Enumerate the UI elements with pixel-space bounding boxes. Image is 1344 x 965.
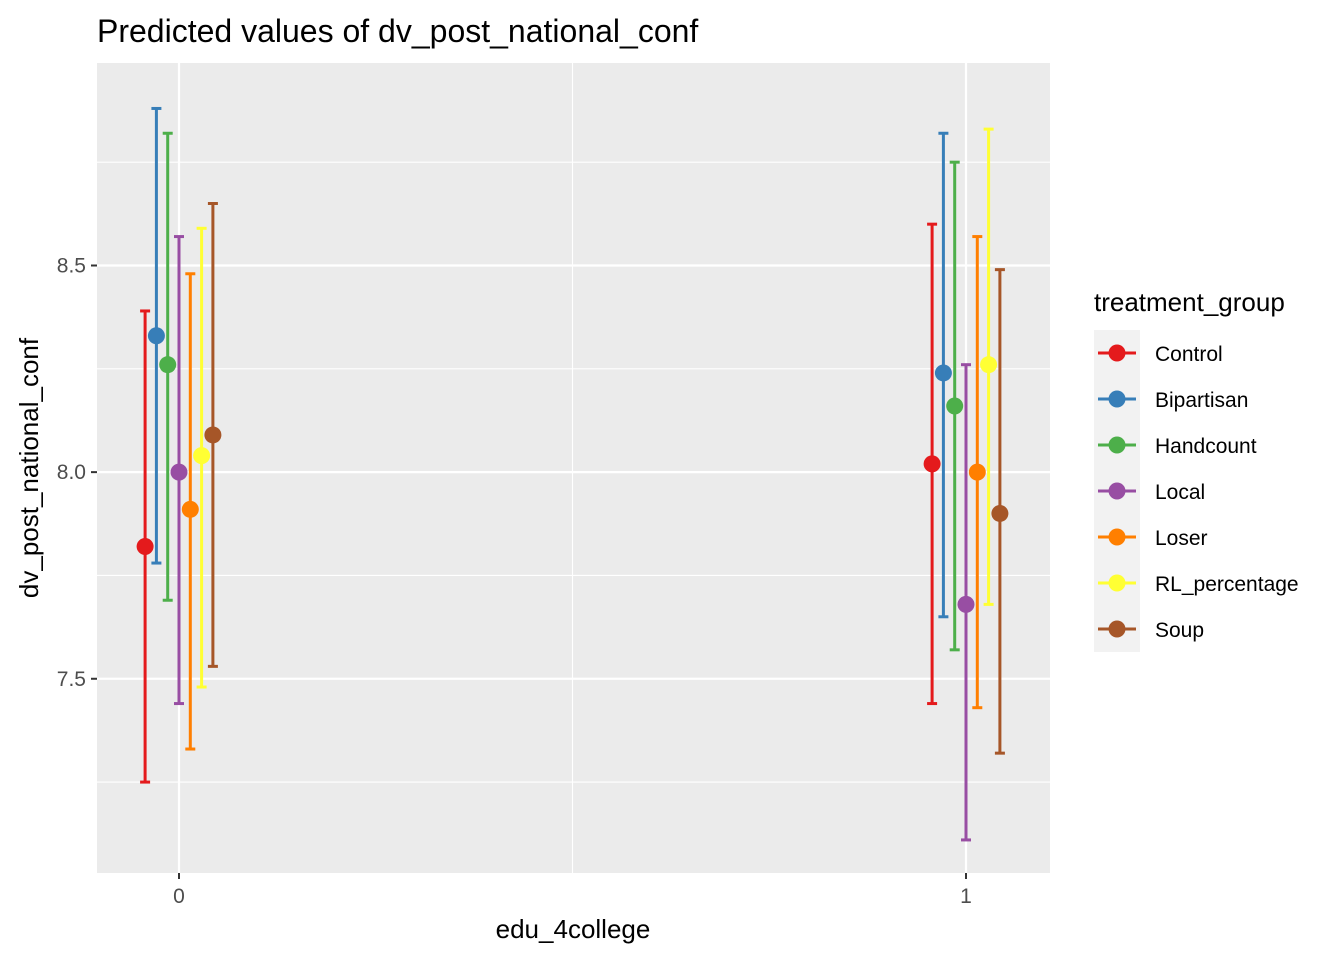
grid-lines bbox=[97, 63, 1050, 873]
data-point bbox=[980, 356, 998, 374]
data-point bbox=[170, 463, 188, 481]
legend-key-point bbox=[1108, 390, 1126, 408]
data-point bbox=[946, 397, 964, 415]
legend-key-point bbox=[1108, 574, 1126, 592]
legend-key-point bbox=[1108, 528, 1126, 546]
y-axis-label: dv_post_national_conf bbox=[14, 337, 44, 598]
legend-item-label: Soup bbox=[1155, 619, 1204, 642]
legend-item-label: Loser bbox=[1155, 527, 1208, 550]
legend-key-point bbox=[1108, 436, 1126, 454]
x-tick-label: 0 bbox=[173, 885, 185, 908]
legend: treatment_group Control Bipartisan Handcou… bbox=[1094, 287, 1299, 652]
legend-item-label: Control bbox=[1155, 343, 1223, 366]
data-point bbox=[181, 500, 199, 518]
data-marks bbox=[136, 106, 1009, 842]
y-tick-label: 8.5 bbox=[57, 255, 86, 278]
data-point bbox=[193, 447, 211, 465]
legend-item-label: Handcount bbox=[1155, 435, 1257, 458]
x-tick-label: 1 bbox=[960, 885, 972, 908]
data-point bbox=[204, 426, 222, 444]
y-axis: 7.5 8.0 8.5 bbox=[57, 255, 97, 691]
y-tick-label: 8.0 bbox=[57, 461, 86, 484]
data-point bbox=[136, 538, 154, 556]
plot-panel bbox=[97, 63, 1050, 873]
legend-item-label: Local bbox=[1155, 481, 1205, 504]
data-point bbox=[991, 504, 1009, 522]
chart-title: Predicted values of dv_post_national_con… bbox=[97, 13, 698, 49]
legend-key-point bbox=[1108, 620, 1126, 638]
legend-key-point bbox=[1108, 344, 1126, 362]
legend-key-point bbox=[1108, 482, 1126, 500]
data-point bbox=[934, 364, 952, 382]
x-axis-label: edu_4college bbox=[496, 914, 651, 944]
data-point bbox=[957, 595, 975, 613]
y-tick-label: 7.5 bbox=[57, 668, 86, 691]
legend-item-label: Bipartisan bbox=[1155, 389, 1248, 412]
data-point bbox=[159, 356, 177, 374]
legend-title: treatment_group bbox=[1094, 287, 1285, 317]
data-point bbox=[147, 327, 165, 345]
data-point bbox=[923, 455, 941, 473]
data-point bbox=[968, 463, 986, 481]
legend-item-label: RL_percentage bbox=[1155, 573, 1299, 596]
